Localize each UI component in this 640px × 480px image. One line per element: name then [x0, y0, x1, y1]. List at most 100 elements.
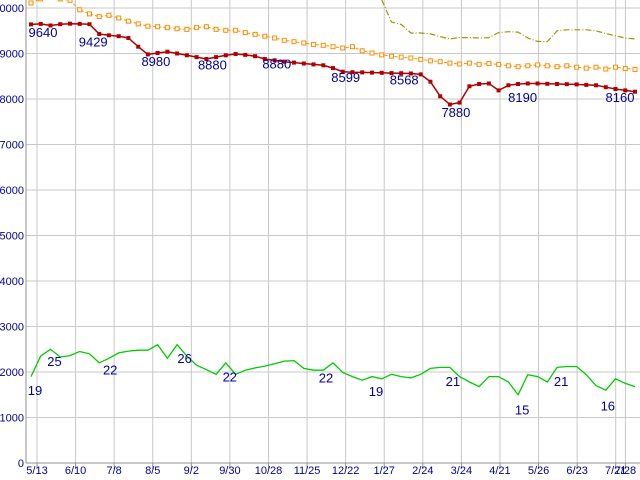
point-value-label: 21 — [554, 374, 568, 389]
data-point-marker — [389, 71, 394, 76]
data-point-marker — [281, 37, 287, 43]
data-point-marker — [29, 22, 33, 27]
x-tick-label: 7/8 — [107, 465, 122, 477]
data-point-marker — [194, 55, 199, 60]
x-tick-label: 5/13 — [26, 465, 47, 477]
data-point-marker — [350, 70, 355, 75]
x-tick-label: 11/25 — [294, 465, 321, 477]
data-point-marker — [632, 66, 638, 72]
data-point-marker — [77, 7, 83, 13]
x-tick-label: 2/24 — [412, 465, 433, 477]
data-point-marker — [623, 88, 628, 93]
series-orange-dashed-series — [28, 0, 638, 72]
data-point-marker — [457, 61, 463, 67]
series-dark-red-weekly-price — [29, 21, 637, 107]
data-point-marker — [262, 57, 267, 61]
data-point-marker — [321, 63, 326, 68]
data-point-marker — [545, 81, 550, 86]
data-point-marker — [272, 58, 277, 63]
series-olive-dash-dot-series — [381, 0, 636, 43]
data-point-marker — [67, 0, 73, 3]
y-tick-label: 8000 — [0, 94, 24, 106]
data-point-marker — [242, 30, 248, 36]
point-value-label: 19 — [28, 383, 42, 398]
data-point-marker — [467, 84, 472, 89]
data-point-marker — [477, 82, 482, 86]
data-point-marker — [126, 36, 131, 40]
data-point-marker — [292, 60, 296, 65]
data-point-marker — [87, 22, 92, 27]
data-point-marker — [398, 54, 404, 60]
data-point-marker — [515, 64, 521, 70]
data-point-marker — [213, 26, 219, 32]
data-point-marker — [184, 26, 190, 32]
point-value-label: 19 — [369, 384, 383, 399]
data-point-marker — [466, 60, 472, 66]
data-point-marker — [447, 60, 453, 66]
x-tick-label: 8/5 — [145, 465, 160, 477]
data-point-marker — [613, 87, 618, 91]
point-value-label: 8160 — [606, 90, 635, 105]
data-point-marker — [428, 79, 433, 84]
data-point-marker — [253, 54, 258, 59]
data-point-marker — [97, 32, 102, 36]
x-tick-label: 12/22 — [332, 465, 360, 477]
data-point-marker — [437, 59, 443, 65]
point-value-label: 26 — [177, 351, 191, 366]
data-point-marker — [564, 82, 569, 87]
data-point-marker — [447, 102, 452, 107]
data-point-marker — [399, 71, 404, 76]
x-tick-label: 1/27 — [374, 465, 395, 477]
data-point-marker — [252, 31, 258, 37]
data-point-marker — [301, 61, 306, 66]
data-point-marker — [125, 18, 131, 24]
series-green-lower-series — [30, 343, 636, 397]
series-line — [30, 343, 636, 397]
point-value-label: 25 — [47, 354, 61, 369]
x-axis-labels: 5/13 6/10 7/8 8/5 9/2 9/30 10/28 11/25 12/22 1/27… — [26, 465, 636, 477]
point-value-label: 22 — [223, 369, 237, 384]
axes — [25, 0, 640, 469]
y-tick-label: 4000 — [0, 276, 24, 288]
data-point-marker — [38, 21, 43, 26]
data-point-marker — [28, 0, 34, 6]
data-point-marker — [535, 81, 540, 86]
data-point-marker — [145, 23, 151, 29]
y-tick-label: 7000 — [0, 140, 24, 152]
point-value-label: 15 — [515, 402, 529, 417]
x-tick-label: 9/30 — [219, 465, 240, 477]
point-value-label: 22 — [319, 370, 333, 385]
data-point-marker — [418, 72, 423, 77]
point-value-label: 21 — [446, 374, 460, 389]
data-point-marker — [574, 82, 579, 87]
data-point-marker — [359, 48, 365, 54]
data-point-marker — [223, 27, 229, 33]
x-tick-label: 7/21 — [605, 465, 626, 477]
y-tick-label: 5000 — [0, 231, 24, 243]
data-point-marker — [584, 82, 589, 87]
data-point-marker — [320, 42, 326, 48]
point-value-label: 8568 — [390, 73, 419, 88]
data-point-marker — [331, 66, 335, 71]
y-tick-label: 3000 — [0, 322, 24, 334]
gridlines — [26, 0, 640, 463]
point-value-label: 7880 — [441, 105, 470, 120]
x-tick-label: 4/21 — [489, 465, 510, 477]
data-point-marker — [165, 49, 170, 54]
data-point-marker — [272, 35, 278, 41]
data-point-marker — [57, 0, 63, 2]
data-point-marker — [408, 71, 413, 76]
data-point-marker — [525, 63, 531, 69]
data-point-marker — [106, 12, 112, 18]
data-point-marker — [613, 64, 618, 70]
data-point-marker — [516, 82, 521, 86]
data-point-marker — [370, 70, 374, 75]
data-point-marker — [418, 56, 424, 62]
data-point-marker — [77, 21, 82, 26]
data-point-marker — [379, 52, 385, 58]
data-point-marker — [360, 70, 365, 75]
y-tick-label: 0 — [18, 458, 24, 470]
data-point-marker — [68, 21, 72, 26]
